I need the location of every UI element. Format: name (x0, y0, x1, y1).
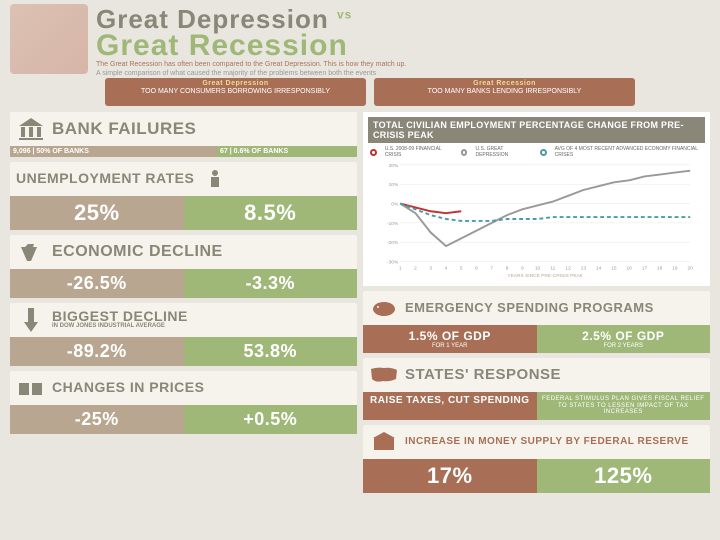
recession-value: 53.8% (184, 337, 358, 366)
depression-value: -89.2% (10, 337, 184, 366)
piggy-bank-icon (369, 295, 399, 321)
svg-text:19: 19 (672, 265, 678, 271)
money-supply: INCREASE IN MONEY SUPPLY BY FEDERAL RESE… (363, 425, 710, 493)
recession-value: 8.5% (184, 196, 358, 230)
section-title: BANK FAILURES (52, 122, 196, 136)
bank-failures: BANK FAILURES 9,096 | 50% OF BANKS 67 | … (10, 112, 357, 157)
svg-text:3: 3 (429, 265, 432, 271)
svg-text:10: 10 (535, 265, 541, 271)
section-title: INCREASE IN MONEY SUPPLY BY FEDERAL RESE… (405, 438, 689, 447)
states-response: STATES' RESPONSE RAISE TAXES, CUT SPENDI… (363, 358, 710, 420)
economic-decline: ECONOMIC DECLINE -26.5% -3.3% (10, 235, 357, 298)
svg-text:14: 14 (596, 265, 602, 271)
line-chart: -30%-20%-10%0%10%20%12345678910111213141… (368, 161, 705, 277)
biggest-decline: BIGGEST DECLINE IN DOW JONES INDUSTRIAL … (10, 303, 357, 366)
bank-icon (16, 116, 46, 142)
price-tag-icon (16, 375, 46, 401)
svg-text:2: 2 (414, 265, 417, 271)
svg-text:-30%: -30% (387, 259, 399, 265)
svg-text:9: 9 (521, 265, 524, 271)
subtitle: The Great Recession has often been compa… (96, 61, 710, 68)
fed-building-icon (369, 429, 399, 455)
svg-text:12: 12 (565, 265, 571, 271)
section-title: STATES' RESPONSE (405, 369, 561, 382)
section-title: CHANGES IN PRICES (52, 382, 204, 394)
cause-depression: Great Depression TOO MANY CONSUMERS BORR… (105, 78, 366, 106)
section-title: BIGGEST DECLINE IN DOW JONES INDUSTRIAL … (52, 311, 188, 329)
emergency-spending: EMERGENCY SPENDING PROGRAMS 1.5% OF GDPF… (363, 291, 710, 353)
arrow-down-icon (16, 307, 46, 333)
cause-recession: Great Recession TOO MANY BANKS LENDING I… (374, 78, 635, 106)
header: Great Depression vs Great Recession The … (0, 0, 720, 78)
section-title: UNEMPLOYMENT RATES (16, 173, 194, 185)
recession-value: -3.3% (184, 269, 358, 298)
employment-chart: TOTAL CIVILIAN EMPLOYMENT PERCENTAGE CHA… (363, 112, 710, 286)
svg-text:8: 8 (506, 265, 509, 271)
svg-text:7: 7 (490, 265, 493, 271)
svg-text:10%: 10% (389, 182, 399, 188)
depression-value: -25% (10, 405, 184, 434)
left-column: BANK FAILURES 9,096 | 50% OF BANKS 67 | … (10, 112, 357, 540)
svg-text:11: 11 (550, 265, 555, 271)
recession-value: +0.5% (184, 405, 358, 434)
cause-comparison: Great Depression TOO MANY CONSUMERS BORR… (0, 78, 720, 106)
svg-text:20: 20 (688, 265, 694, 271)
price-changes: CHANGES IN PRICES -25% +0.5% (10, 371, 357, 434)
svg-text:5: 5 (460, 265, 463, 271)
title-line-2: Great Recession (96, 29, 710, 63)
tagline: A simple comparison of what caused the m… (96, 70, 710, 77)
svg-text:15: 15 (611, 265, 617, 271)
section-title: ECONOMIC DECLINE (52, 245, 223, 259)
svg-text:6: 6 (475, 265, 478, 271)
unemployment: UNEMPLOYMENT RATES 25% 8.5% (10, 162, 357, 230)
depression-value: -26.5% (10, 269, 184, 298)
svg-text:16: 16 (626, 265, 632, 271)
svg-text:1: 1 (399, 265, 402, 271)
svg-text:18: 18 (657, 265, 663, 271)
svg-text:-20%: -20% (387, 240, 399, 246)
recession-value: 125% (537, 459, 711, 493)
svg-text:-10%: -10% (387, 221, 399, 227)
chart-title: TOTAL CIVILIAN EMPLOYMENT PERCENTAGE CHA… (368, 117, 705, 143)
money-bag-icon (16, 239, 46, 265)
svg-text:17: 17 (642, 265, 648, 271)
depression-value: RAISE TAXES, CUT SPENDING (363, 392, 537, 420)
svg-text:YEARS SINCE PRE-CRISIS PEAK: YEARS SINCE PRE-CRISIS PEAK (507, 273, 583, 277)
depression-value: 17% (363, 459, 537, 493)
svg-text:0%: 0% (391, 201, 399, 207)
svg-text:20%: 20% (389, 163, 399, 169)
usa-map-icon (369, 362, 399, 388)
depression-value: 25% (10, 196, 184, 230)
chart-legend: U.S. 2008-09 FINANCIAL CRISISU.S. GREAT … (368, 143, 705, 161)
right-column: TOTAL CIVILIAN EMPLOYMENT PERCENTAGE CHA… (363, 112, 710, 540)
section-title: EMERGENCY SPENDING PROGRAMS (405, 302, 654, 313)
woman-illustration (10, 4, 88, 74)
svg-text:4: 4 (445, 265, 448, 271)
recession-value: FEDERAL STIMULUS PLAN GIVES FISCAL RELIE… (537, 392, 711, 420)
depression-value: 1.5% OF GDPFOR 1 YEAR (363, 325, 537, 353)
recession-value: 2.5% OF GDPFOR 2 YEARS (537, 325, 711, 353)
svg-text:13: 13 (581, 265, 587, 271)
person-icon (200, 166, 230, 192)
